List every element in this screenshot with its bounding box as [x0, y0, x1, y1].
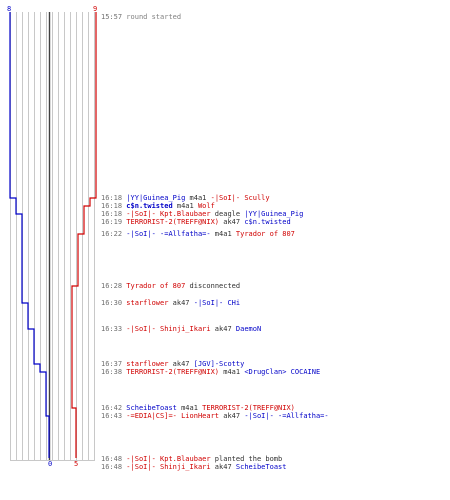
event-time: 16:30	[101, 299, 127, 307]
event-row: 16:18 |YY|Guinea_Pig m4a1 -|SoI|- Scully	[101, 194, 270, 202]
event-text: m4a1	[185, 194, 211, 202]
t-count-line	[71, 12, 97, 458]
ct-player-name: DaemoN	[235, 325, 262, 333]
event-text: m4a1	[219, 368, 245, 376]
ct-player-name: -|SoI|- CHi	[193, 299, 241, 307]
event-row: 16:38 TERRORIST-2(TREFF@NIX) m4a1 <DrugC…	[101, 368, 320, 376]
event-time: 16:43	[101, 412, 127, 420]
ct-player-name: c$n.twisted	[244, 218, 291, 226]
event-row: 16:33 -|SoI|- Shinji_Ikari ak47 DaemoN	[101, 325, 261, 333]
event-text: ak47	[168, 299, 194, 307]
event-row: 16:18 -|SoI|- Kpt.Blaubaer deagle |YY|Gu…	[101, 210, 303, 218]
event-row: 16:28 Tyrador of 807 disconnected	[101, 282, 240, 290]
event-time: 16:19	[101, 218, 127, 226]
ct-player-name: c$n.twisted	[126, 202, 173, 210]
event-text: round started	[126, 13, 182, 21]
t-player-name: starflower	[126, 299, 169, 307]
event-text: ak47	[210, 325, 236, 333]
event-time: 16:38	[101, 368, 127, 376]
t-player-name: -|SoI|- Kpt.Blaubaer	[126, 455, 211, 463]
event-time: 16:18	[101, 210, 127, 218]
event-text: deagle	[210, 210, 245, 218]
t-player-name: Wolf	[197, 202, 215, 210]
ct-player-name: |YY|Guinea_Pig	[126, 194, 186, 202]
t-player-name: -=EDIA|CS]=- LionHeart	[126, 412, 220, 420]
event-text: m4a1	[172, 202, 198, 210]
ct-player-name: ScheibeToast	[235, 463, 287, 471]
t-player-name: -|SoI|- Kpt.Blaubaer	[126, 210, 211, 218]
ct-player-name: -|SoI|- -=Allfatha=-	[126, 230, 211, 238]
event-row: 16:19 TERRORIST-2(TREFF@NIX) ak47 c$n.tw…	[101, 218, 291, 226]
ct-player-name: -|SoI|- -=Allfatha=-	[244, 412, 329, 420]
t-player-name: -|SoI|- Scully	[210, 194, 270, 202]
event-time: 16:28	[101, 282, 127, 290]
event-time: 16:37	[101, 360, 127, 368]
t-player-name: starflower	[126, 360, 169, 368]
ct-player-name: [JGV]-Scotty	[193, 360, 245, 368]
event-time: 16:48	[101, 455, 127, 463]
event-row: 15:57 round started	[101, 13, 181, 21]
t-player-name: TERRORIST-2(TREFF@NIX)	[126, 218, 220, 226]
ct-count-top: 8	[7, 5, 12, 13]
event-row: 16:37 starflower ak47 [JGV]-Scotty	[101, 360, 244, 368]
event-row: 16:48 -|SoI|- Kpt.Blaubaer planted the b…	[101, 455, 282, 463]
event-time: 16:33	[101, 325, 127, 333]
t-player-name: TERRORIST-2(TREFF@NIX)	[126, 368, 220, 376]
event-row: 16:43 -=EDIA|CS]=- LionHeart ak47 -|SoI|…	[101, 412, 329, 420]
event-row: 16:22 -|SoI|- -=Allfatha=- m4a1 Tyrador …	[101, 230, 295, 238]
ct-player-name: |YY|Guinea_Pig	[244, 210, 304, 218]
event-text: m4a1	[176, 404, 203, 412]
ct-count-bottom: 0	[48, 460, 53, 468]
event-time: 16:22	[101, 230, 127, 238]
event-time: 15:57	[101, 13, 127, 21]
ct-player-name: <DrugClan> COCAINE	[244, 368, 321, 376]
ct-player-name: ScheibeToast	[126, 404, 177, 412]
event-time: 16:18	[101, 202, 127, 210]
t-player-name: Tyrador of 807	[126, 282, 186, 290]
event-text: ak47	[219, 412, 245, 420]
event-text: ak47	[219, 218, 245, 226]
t-count-top: 9	[93, 5, 98, 13]
event-time: 16:42	[101, 404, 127, 412]
event-row: 16:30 starflower ak47 -|SoI|- CHi	[101, 299, 240, 307]
event-time: 16:48	[101, 463, 127, 471]
t-player-name: Tyrador of 807	[235, 230, 295, 238]
ct-count-line	[9, 12, 50, 458]
event-row: 16:48 -|SoI|- Shinji_Ikari ak47 ScheibeT…	[101, 463, 286, 471]
event-text: ak47	[168, 360, 194, 368]
t-count-bottom: 5	[74, 460, 79, 468]
event-row: 16:42 ScheibeToast m4a1 TERRORIST-2(TREF…	[101, 404, 295, 412]
event-text: ak47	[210, 463, 236, 471]
event-row: 16:18 c$n.twisted m4a1 Wolf	[101, 202, 215, 210]
event-time: 16:18	[101, 194, 127, 202]
event-text: disconnected	[185, 282, 241, 290]
t-player-name: -|SoI|- Shinji_Ikari	[126, 325, 211, 333]
t-player-name: -|SoI|- Shinji_Ikari	[126, 463, 211, 471]
event-text: planted the bomb	[210, 455, 283, 463]
event-text: m4a1	[210, 230, 236, 238]
t-player-name: TERRORIST-2(TREFF@NIX)	[202, 404, 295, 412]
